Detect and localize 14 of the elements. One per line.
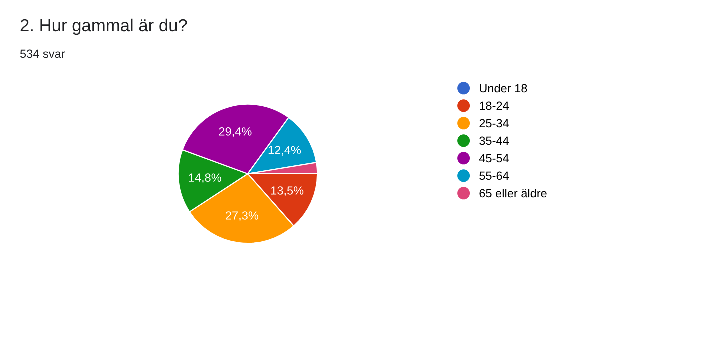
legend-label: Under 18 <box>480 84 528 93</box>
legend-label: 35-44 <box>480 136 509 146</box>
chart-title: 2. Hur gammal är du? <box>20 18 188 36</box>
legend-label: 65 eller äldre <box>480 188 547 198</box>
data-label: 27,3% <box>226 212 259 222</box>
text: 534 svar <box>20 50 66 58</box>
data-label: 13,5% <box>271 186 304 196</box>
legend-label: 45-54 <box>479 154 509 163</box>
data-label: 12,4% <box>268 146 302 156</box>
data-label: 14,8% <box>189 174 222 184</box>
data-label: 29,4% <box>219 128 252 138</box>
legend-label: 25-34 <box>480 119 509 128</box>
legend-label: 18-24 <box>480 102 509 110</box>
legend-label: 55-64 <box>480 172 509 180</box>
